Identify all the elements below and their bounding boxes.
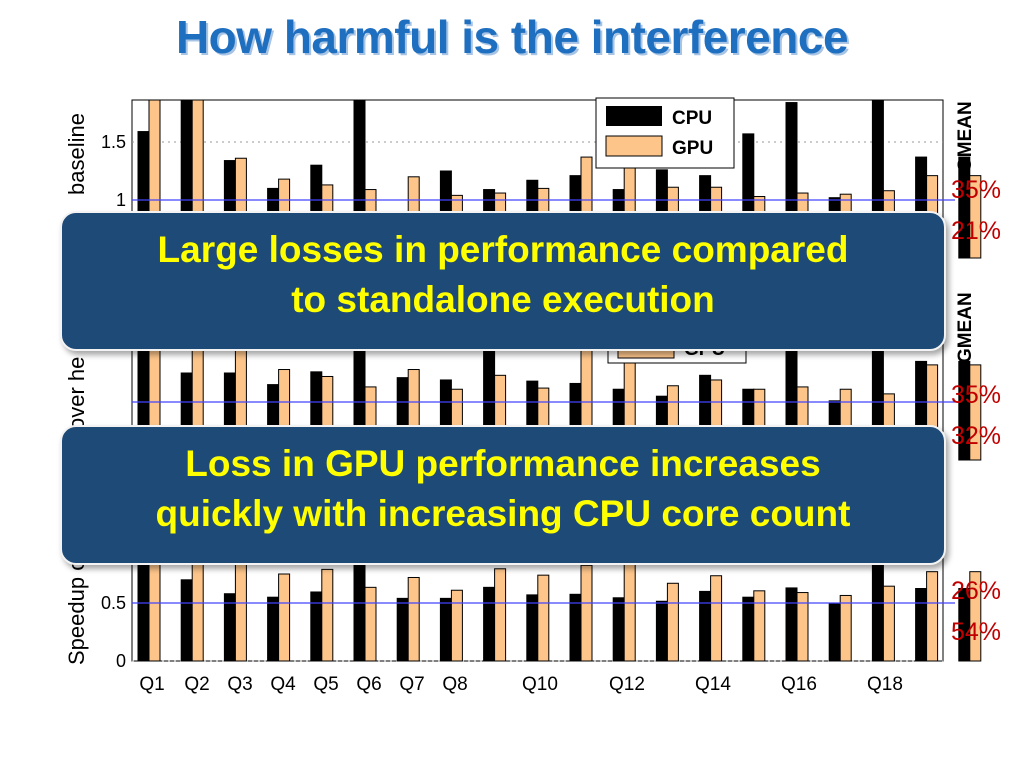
bar-cpu-q6 — [353, 559, 366, 662]
x-tick-label: Q16 — [781, 674, 817, 695]
bar-gpu-q7 — [407, 576, 420, 662]
bar-gpu-q1 — [148, 559, 161, 662]
bar-cpu-q14 — [699, 590, 712, 662]
bar-cpu-q1 — [137, 559, 150, 662]
x-tick-label: Q3 — [227, 674, 252, 695]
bar-gpu-q15 — [753, 590, 766, 662]
gmean-label: GMEAN — [955, 292, 976, 363]
y-axis-label: baseline — [64, 113, 89, 195]
bar-cpu-q15 — [742, 596, 755, 662]
bar-gpu-q2 — [191, 561, 204, 662]
x-tick-label: Q7 — [399, 674, 424, 695]
bar-cpu-q7 — [396, 597, 409, 662]
callout-2-line-1: Loss in GPU performance increases — [185, 443, 821, 484]
slide-title: How harmful is the interference — [175, 11, 849, 63]
x-tick-label: Q6 — [356, 674, 381, 695]
x-tick-label: Q4 — [270, 674, 296, 695]
bar-cpu-q19 — [915, 588, 928, 662]
percent-label-cpu-1: 35% — [951, 176, 1002, 204]
bar-gpu-gmean — [969, 571, 982, 662]
bar-gpu-q18 — [882, 585, 895, 662]
legend-label-gpu: GPU — [672, 138, 713, 159]
gmean-label: GMEAN — [955, 101, 976, 172]
y-axis-label: over he — [64, 357, 89, 430]
percent-label-gpu-1: 21% — [951, 217, 1002, 245]
chart-panel-3: 00.51Speedup oQ1Q2Q3Q4Q5Q6Q7Q8Q10Q12Q14Q… — [64, 522, 982, 695]
x-tick-label: Q10 — [522, 674, 558, 695]
x-tick-label: Q2 — [184, 674, 209, 695]
bar-gpu-q19 — [926, 571, 939, 662]
percent-label-cpu-3: 26% — [951, 577, 1002, 605]
x-tick-label: Q1 — [139, 674, 164, 695]
x-tick-label: Q14 — [695, 674, 731, 695]
bar-gpu-q4 — [278, 573, 291, 662]
bar-gpu-q9 — [494, 568, 507, 662]
legend-swatch-gpu — [605, 135, 663, 157]
y-tick-label: 1 — [116, 190, 126, 210]
callout-2-line-2: quickly with increasing CPU core count — [155, 493, 851, 534]
bar-cpu-q2 — [180, 579, 193, 662]
percent-label-gpu-3: 54% — [951, 618, 1002, 646]
bar-gpu-q11 — [580, 564, 593, 662]
x-tick-label: Q18 — [867, 674, 903, 695]
bar-gpu-q14 — [710, 575, 723, 662]
bar-gpu-q13 — [666, 582, 679, 662]
bar-cpu-q18 — [871, 559, 884, 662]
bar-gpu-q16 — [796, 592, 809, 662]
x-tick-label: Q8 — [442, 674, 467, 695]
y-tick-label: 0 — [116, 651, 126, 671]
bar-gpu-q17 — [839, 594, 852, 662]
bar-gpu-q3 — [234, 559, 247, 662]
bar-gpu-q8 — [450, 589, 463, 662]
bar-cpu-q16 — [785, 587, 798, 662]
bar-cpu-q13 — [655, 600, 668, 662]
bar-cpu-q5 — [310, 591, 323, 662]
bar-cpu-q17 — [828, 602, 841, 662]
percent-label-cpu-2: 35% — [951, 381, 1002, 409]
bar-gpu-q12 — [623, 559, 636, 662]
legend-label-cpu: CPU — [672, 108, 712, 129]
bar-gpu-q6 — [364, 586, 377, 662]
bar-gpu-gmean — [969, 364, 982, 461]
percent-label-gpu-2: 32% — [951, 422, 1002, 450]
x-tick-label: Q12 — [609, 674, 645, 695]
bar-cpu-q9 — [483, 586, 496, 662]
bar-gpu-q5 — [321, 568, 334, 662]
x-tick-label: Q5 — [313, 674, 338, 695]
callout-1-line-2: to standalone execution — [291, 279, 715, 320]
legend-swatch-cpu — [606, 106, 662, 126]
bar-cpu-q10 — [526, 594, 539, 662]
bar-cpu-q4 — [267, 596, 280, 662]
bar-cpu-q3 — [223, 593, 236, 662]
callout-gpu-loss: Loss in GPU performance increases quickl… — [60, 425, 946, 565]
callout-performance-loss: Large losses in performance compared to … — [60, 211, 946, 351]
y-tick-label: 0.5 — [101, 593, 126, 613]
bar-gpu-gmean — [969, 175, 982, 259]
callout-1-line-1: Large losses in performance compared — [157, 229, 849, 270]
bar-cpu-q8 — [439, 597, 452, 662]
bar-cpu-q12 — [612, 597, 625, 662]
bar-cpu-q11 — [569, 593, 582, 662]
bar-gpu-q10 — [537, 574, 550, 662]
y-tick-label: 1.5 — [101, 132, 126, 152]
y-axis-label: Speedup o — [64, 559, 89, 665]
